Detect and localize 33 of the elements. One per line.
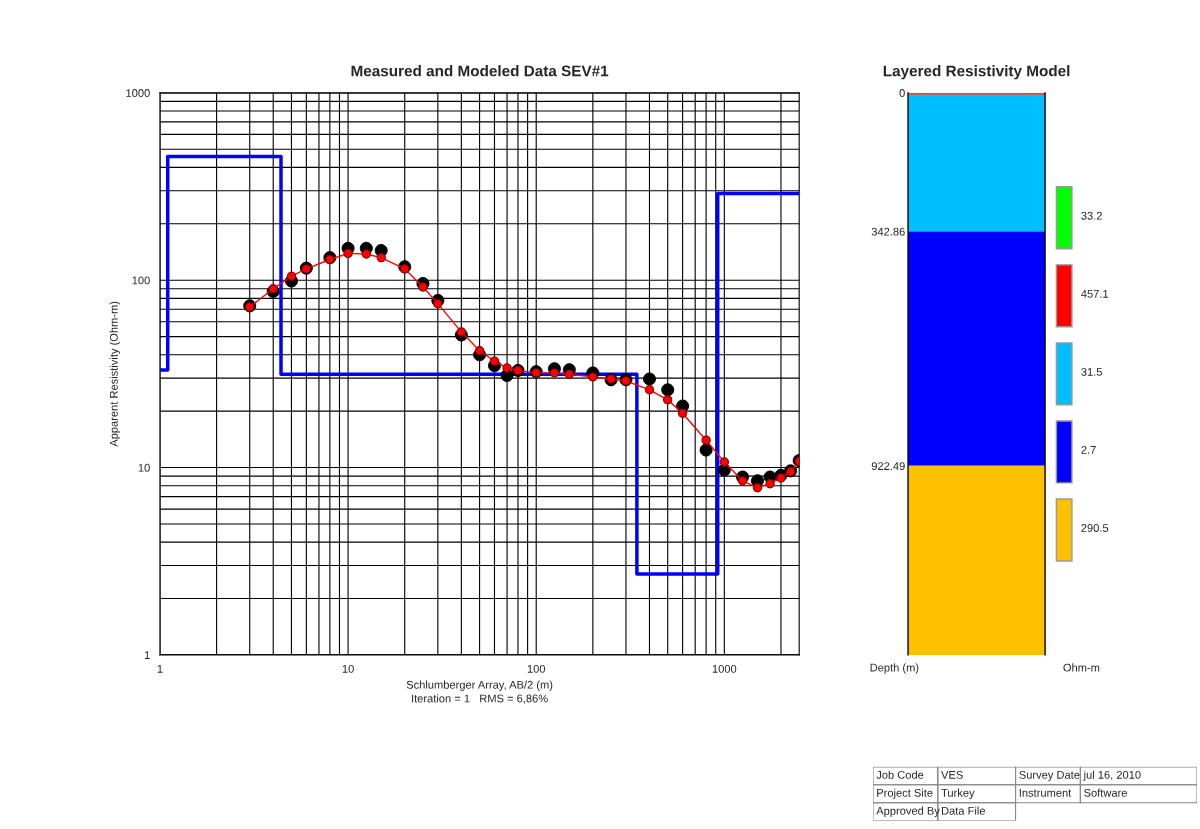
x-tick-label: 1000 xyxy=(712,664,737,673)
legend-title: Ohm-m xyxy=(1063,663,1100,672)
text: Project Site xyxy=(877,788,933,799)
text: VES xyxy=(941,770,963,779)
text: Survey Date xyxy=(1019,770,1080,781)
y-tick-label: 1 xyxy=(144,651,150,659)
y-axis-title: Depth (m) xyxy=(870,663,919,674)
y-tick-label: 10 xyxy=(138,463,150,472)
x-axis-title: Schlumberger Array, AB/2 (m) xyxy=(406,680,553,691)
y-tick-label: 1000 xyxy=(126,89,150,97)
y-tick-label: 342.86 xyxy=(871,227,905,236)
text: 2.7 xyxy=(1081,445,1096,454)
text: 31.5 xyxy=(1081,367,1102,376)
text: Iteration = 1 RMS = 6,86% xyxy=(412,694,548,704)
text: Software xyxy=(1084,788,1127,797)
y-axis-title: Apparent Resistivity (Ohm-m) xyxy=(109,301,120,447)
text: Job Code xyxy=(876,770,924,779)
text: Data File xyxy=(941,806,986,815)
x-tick-label: 100 xyxy=(527,664,546,673)
text: jul 16, 2010 xyxy=(1083,770,1141,781)
text: 290.5 xyxy=(1081,524,1109,532)
y-tick-label: 922.49 xyxy=(871,462,905,470)
text: Turkey xyxy=(941,788,975,799)
text: Instrument xyxy=(1019,789,1072,797)
x-tick-label: 1 xyxy=(157,665,163,673)
x-tick-label: 10 xyxy=(342,664,354,673)
chart-title: Measured and Modeled Data SEV#1 xyxy=(351,65,609,77)
text: 457.1 xyxy=(1081,289,1109,298)
y-tick-label: 0 xyxy=(899,89,905,97)
text: Approved By xyxy=(876,806,940,817)
y-tick-label: 100 xyxy=(132,276,150,285)
chart-title: Layered Resistivity Model xyxy=(883,65,1070,80)
text: 33.2 xyxy=(1081,211,1102,220)
